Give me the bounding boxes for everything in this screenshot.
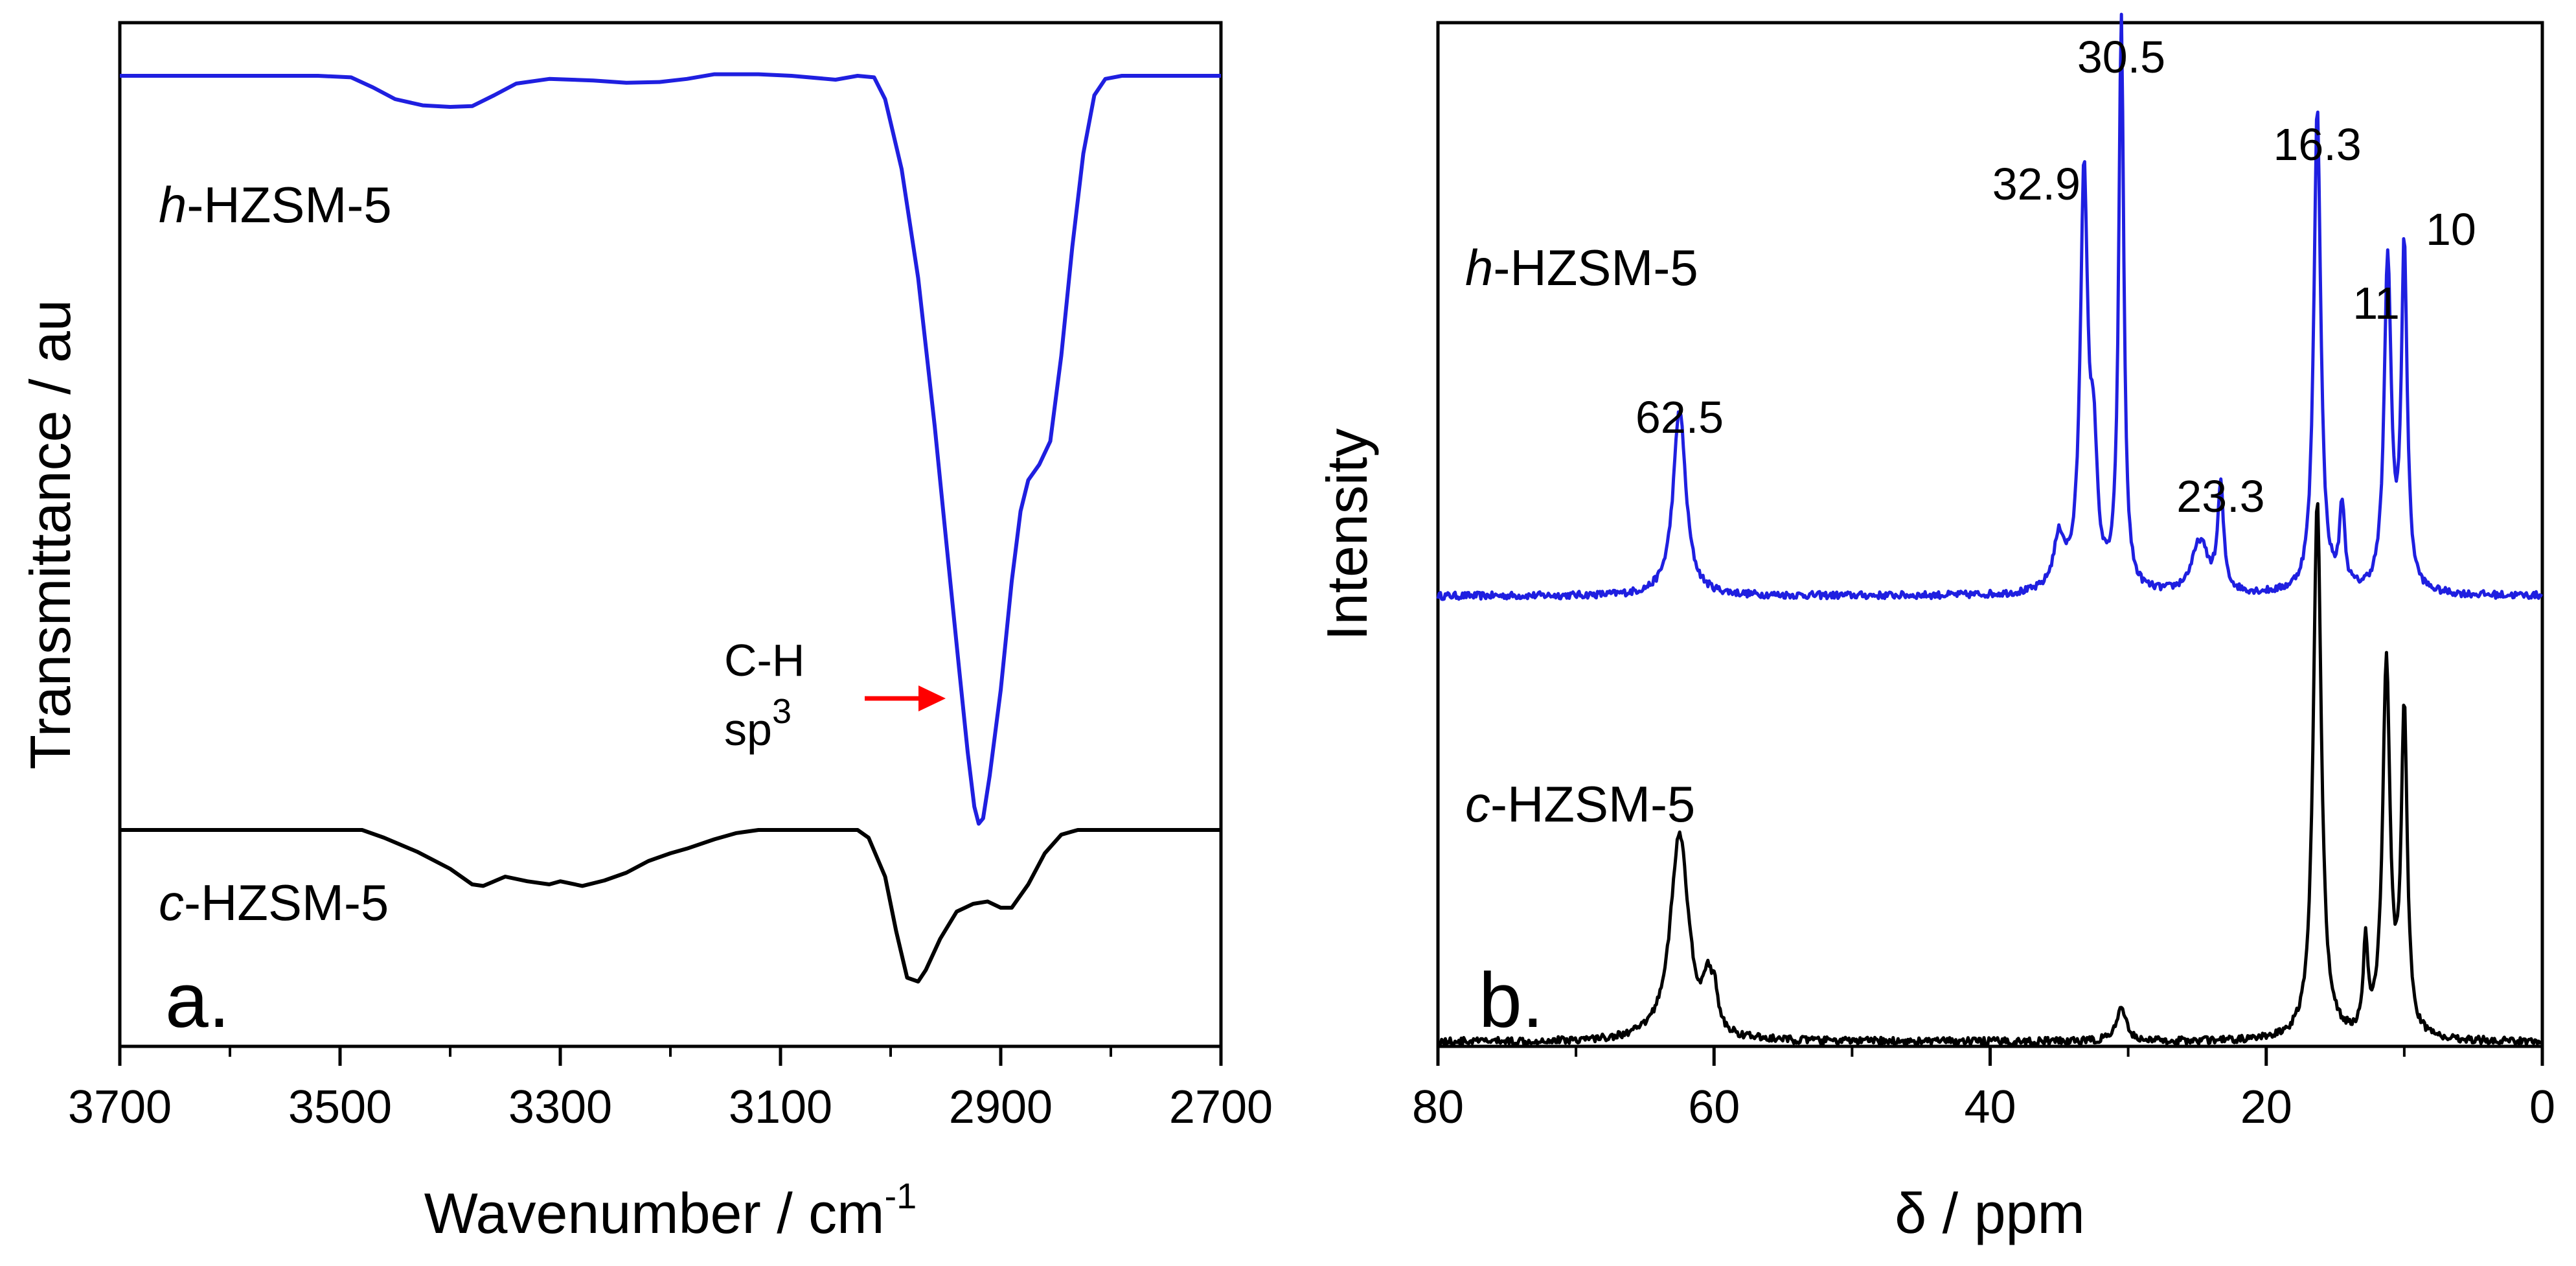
panel-b-x-tick-label: 20	[2240, 1081, 2292, 1133]
series-label-suffix: -HZSM-5	[187, 176, 391, 233]
series-label-prefix: h	[1465, 239, 1493, 296]
panel-a-series-line-c-HZSM-5	[120, 828, 1221, 984]
panel-b-peak-label: 23.3	[2176, 471, 2264, 522]
series-label-prefix: c	[159, 874, 184, 931]
panel-b-peak-label: 10	[2426, 204, 2476, 255]
series-label-suffix: -HZSM-5	[1490, 776, 1695, 833]
panel-a-x-tick-label: 2900	[949, 1081, 1053, 1133]
panel-b-peak-label: 32.9	[1992, 159, 2080, 209]
panel-b-x-tick-label: 80	[1412, 1081, 1464, 1133]
panel-a-x-tick-label: 3100	[729, 1081, 832, 1133]
panel-b-x-ticks: 80 60 40 20 0	[1412, 1046, 2555, 1133]
panel-a-x-tick-label: 3700	[68, 1081, 172, 1133]
panel-a-x-axis-title: Wavenumber / cm-1	[424, 1175, 917, 1245]
panel-b-peak-label: 30.5	[2077, 32, 2165, 82]
panel-b-series-label-h-HZSM-5: h-HZSM-5	[1465, 239, 1698, 296]
panel-b-series-line-h-HZSM-5	[1436, 12, 2544, 601]
panel-a-x-tick-label: 3500	[288, 1081, 392, 1133]
annotation-sp: sp	[724, 704, 772, 755]
series-label-prefix: h	[159, 176, 187, 233]
panel-b-series-line-c-HZSM-5	[1436, 502, 2544, 1047]
panel-b-x-tick-label: 40	[1964, 1081, 2016, 1133]
panel-b-letter: b.	[1479, 957, 1544, 1044]
panel-a-series-line-h-HZSM-5	[120, 72, 1221, 826]
panel-a-x-ticks: 3700 3500 3300 3100 2900 2700	[68, 1046, 1273, 1133]
panel-b-peak-label: 11	[2353, 278, 2400, 328]
panel-a-x-axis-title-main: Wavenumber / cm	[424, 1181, 885, 1245]
panel-a-annotation-arrowhead	[918, 685, 946, 711]
panel-b-x-axis-title: δ / ppm	[1895, 1181, 2085, 1245]
panel-b-x-tick-label: 0	[2529, 1081, 2555, 1133]
panel-a-annotation-ch: C-H	[724, 635, 804, 685]
panel-a-annotation-sp3: sp3	[724, 692, 792, 755]
panel-a-x-tick-label: 2700	[1169, 1081, 1273, 1133]
panel-b-y-axis-title: Intensity	[1315, 428, 1379, 641]
panel-b-x-tick-label: 60	[1688, 1081, 1740, 1133]
annotation-superscript: 3	[772, 692, 792, 731]
series-label-suffix: -HZSM-5	[184, 874, 389, 931]
panel-b-peak-label: 62.5	[1636, 392, 1724, 443]
panel-a-y-axis-title: Transmittance / au	[18, 299, 82, 769]
panel-b-peak-label: 16.3	[2273, 119, 2361, 170]
panel-a-x-tick-label: 3300	[508, 1081, 612, 1133]
panel-a-x-axis-title-superscript: -1	[884, 1175, 917, 1216]
panel-a-series-label-h-HZSM-5: h-HZSM-5	[159, 176, 392, 233]
series-label-suffix: -HZSM-5	[1493, 239, 1698, 296]
panel-a-letter: a.	[165, 957, 230, 1044]
panel-b-series-label-c-HZSM-5: c-HZSM-5	[1465, 776, 1695, 833]
panel-a-series-label-c-HZSM-5: c-HZSM-5	[159, 874, 389, 931]
series-label-prefix: c	[1465, 776, 1490, 833]
